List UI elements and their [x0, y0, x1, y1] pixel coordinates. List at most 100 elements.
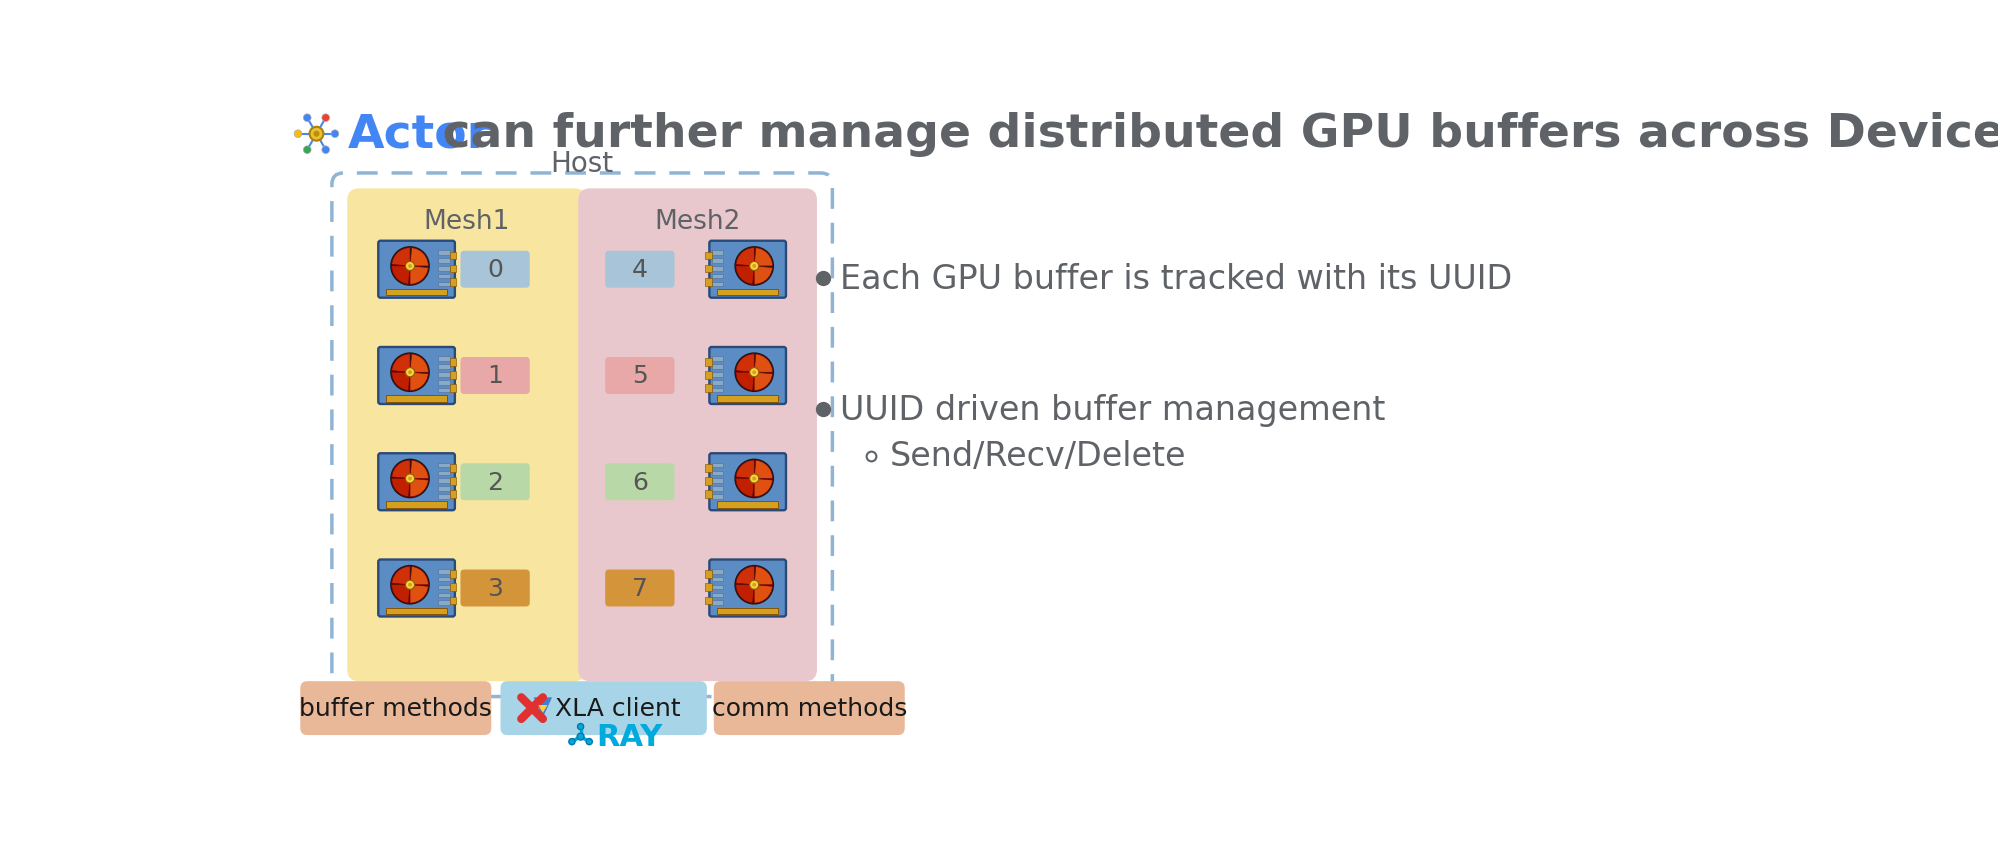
Text: 6: 6 — [631, 470, 647, 494]
Bar — [711, 389, 723, 393]
Text: Send/Recv/Delete: Send/Recv/Delete — [889, 440, 1187, 473]
Wedge shape — [753, 479, 771, 498]
Circle shape — [310, 128, 324, 141]
Circle shape — [322, 115, 330, 123]
Bar — [717, 608, 777, 614]
Circle shape — [749, 368, 759, 377]
Bar — [705, 464, 711, 472]
Wedge shape — [392, 461, 410, 479]
Bar — [438, 463, 450, 468]
Bar — [711, 486, 723, 492]
Wedge shape — [392, 354, 410, 373]
Bar — [705, 371, 711, 379]
Bar — [438, 282, 450, 287]
FancyBboxPatch shape — [348, 189, 585, 682]
Bar — [711, 577, 723, 582]
Wedge shape — [410, 373, 428, 391]
Text: 2: 2 — [488, 470, 503, 494]
Bar — [438, 389, 450, 393]
Bar — [438, 357, 450, 361]
Wedge shape — [735, 567, 753, 585]
Bar — [438, 585, 450, 590]
Text: can further manage distributed GPU buffers across DeviceMesh: can further manage distributed GPU buffe… — [426, 112, 1998, 157]
Bar — [711, 585, 723, 590]
Text: 4: 4 — [631, 258, 647, 282]
Bar — [711, 495, 723, 499]
Bar — [705, 491, 711, 498]
Wedge shape — [753, 461, 771, 479]
FancyBboxPatch shape — [460, 463, 529, 501]
Wedge shape — [753, 585, 771, 603]
Circle shape — [751, 477, 755, 481]
Circle shape — [733, 565, 773, 605]
Text: UUID driven buffer management: UUID driven buffer management — [839, 394, 1385, 426]
Bar — [717, 395, 777, 402]
Circle shape — [751, 265, 755, 268]
FancyBboxPatch shape — [378, 560, 456, 617]
Circle shape — [408, 371, 412, 375]
FancyBboxPatch shape — [713, 682, 905, 735]
Text: RAY: RAY — [595, 722, 661, 751]
Circle shape — [733, 353, 773, 393]
Bar — [450, 359, 456, 366]
Bar — [717, 290, 777, 296]
Bar — [450, 571, 456, 579]
Circle shape — [751, 371, 755, 375]
Bar — [450, 596, 456, 605]
Bar — [705, 279, 711, 286]
Wedge shape — [735, 267, 753, 285]
FancyBboxPatch shape — [460, 570, 529, 607]
Wedge shape — [392, 373, 410, 391]
Bar — [386, 502, 448, 509]
FancyBboxPatch shape — [605, 251, 673, 288]
Bar — [438, 274, 450, 279]
Bar — [711, 601, 723, 605]
Wedge shape — [735, 479, 753, 497]
Bar — [438, 365, 450, 370]
Bar — [438, 495, 450, 499]
FancyBboxPatch shape — [577, 189, 817, 682]
Text: Mesh1: Mesh1 — [424, 209, 509, 234]
Circle shape — [406, 475, 414, 483]
Wedge shape — [392, 585, 410, 603]
Bar — [711, 593, 723, 597]
Bar — [438, 601, 450, 605]
Text: 7: 7 — [631, 576, 647, 601]
Bar — [438, 259, 450, 263]
Circle shape — [314, 131, 320, 138]
FancyBboxPatch shape — [378, 348, 456, 405]
Bar — [450, 464, 456, 472]
Text: XLA client: XLA client — [555, 696, 679, 720]
Circle shape — [390, 565, 430, 605]
Circle shape — [332, 130, 338, 138]
Bar — [705, 252, 711, 260]
Bar — [711, 365, 723, 370]
Wedge shape — [392, 479, 410, 497]
Bar — [450, 384, 456, 393]
Text: buffer methods: buffer methods — [300, 696, 492, 720]
Wedge shape — [735, 373, 753, 391]
Bar — [711, 357, 723, 361]
Bar — [711, 471, 723, 475]
Bar — [450, 584, 456, 591]
Wedge shape — [753, 373, 771, 391]
Text: comm methods: comm methods — [711, 696, 907, 720]
Bar — [438, 381, 450, 385]
Bar — [438, 593, 450, 597]
Bar — [438, 373, 450, 377]
Bar — [450, 478, 456, 486]
FancyBboxPatch shape — [460, 358, 529, 394]
Bar — [438, 471, 450, 475]
Circle shape — [749, 580, 759, 590]
Circle shape — [304, 115, 312, 123]
Circle shape — [406, 262, 414, 271]
Bar — [438, 486, 450, 492]
Bar — [717, 502, 777, 509]
Wedge shape — [735, 585, 753, 603]
Text: Host: Host — [549, 150, 613, 177]
Circle shape — [733, 247, 773, 286]
Bar — [386, 395, 448, 402]
Circle shape — [751, 583, 755, 587]
Wedge shape — [410, 567, 428, 585]
Text: Mesh2: Mesh2 — [653, 209, 741, 234]
